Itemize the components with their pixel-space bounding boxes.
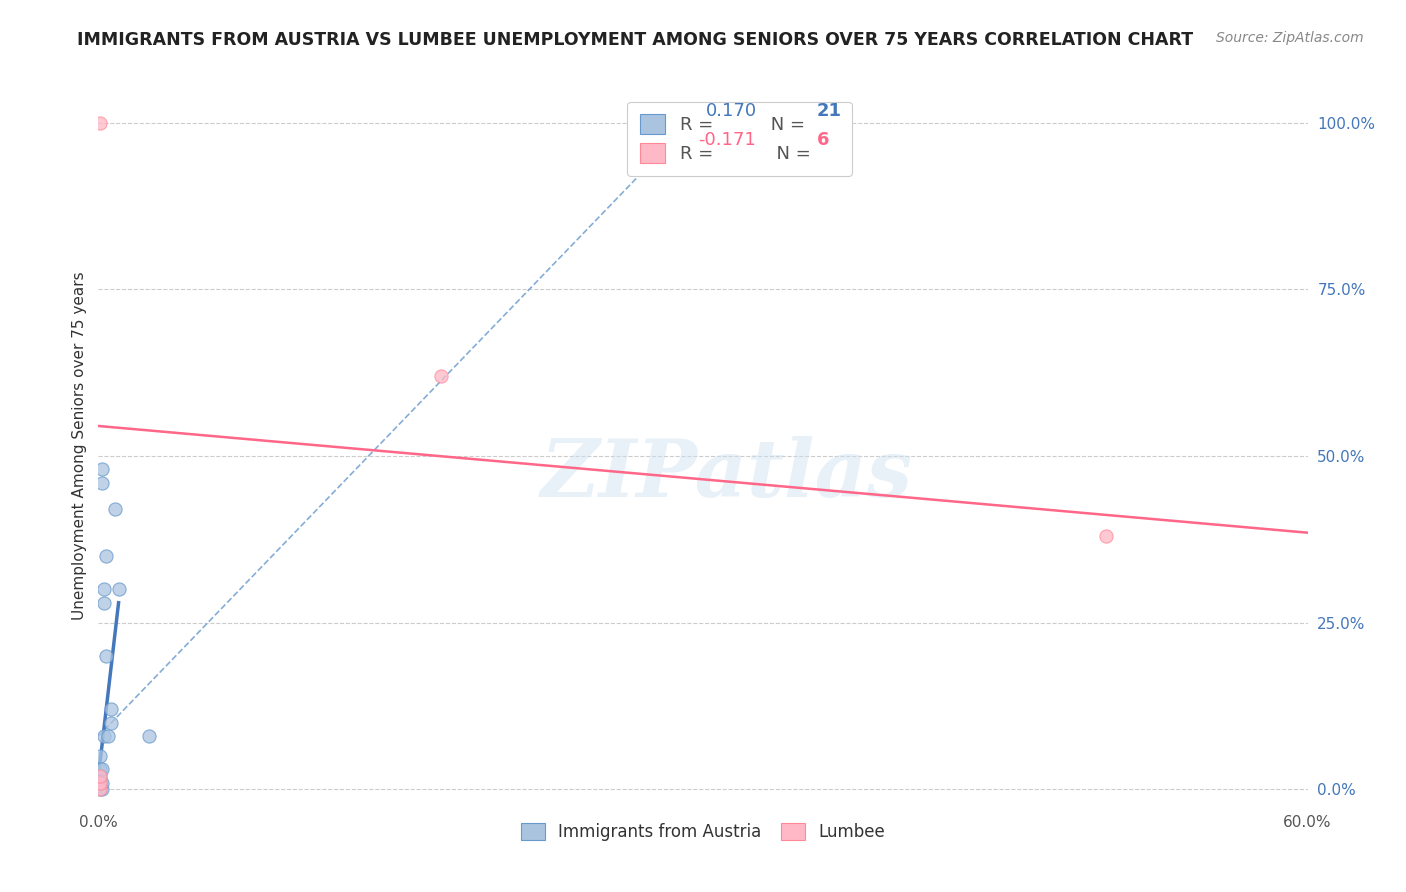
Point: [96, 549, 118, 563]
Point: [96, 649, 118, 664]
Point: [91, 462, 114, 476]
Point: [91, 475, 114, 490]
Point: [89, 769, 111, 783]
Point: [93, 596, 115, 610]
Point: [89, 749, 111, 764]
Point: [93, 729, 115, 743]
Point: [1095, 529, 1118, 543]
Point: [89, 782, 111, 797]
Point: [100, 702, 122, 716]
Point: [97, 729, 120, 743]
Y-axis label: Unemployment Among Seniors over 75 years: Unemployment Among Seniors over 75 years: [72, 272, 87, 620]
Point: [89, 115, 111, 129]
Point: [89, 763, 111, 777]
Text: -0.171: -0.171: [699, 131, 756, 149]
Point: [89, 769, 111, 783]
Point: [103, 502, 125, 516]
Text: 0.170: 0.170: [706, 102, 756, 120]
Point: [100, 715, 122, 730]
Text: 6: 6: [817, 131, 830, 149]
Point: [93, 582, 115, 597]
Legend: Immigrants from Austria, Lumbee: Immigrants from Austria, Lumbee: [515, 816, 891, 848]
Text: 21: 21: [817, 102, 842, 120]
Text: Source: ZipAtlas.com: Source: ZipAtlas.com: [1216, 31, 1364, 45]
Text: IMMIGRANTS FROM AUSTRIA VS LUMBEE UNEMPLOYMENT AMONG SENIORS OVER 75 YEARS CORRE: IMMIGRANTS FROM AUSTRIA VS LUMBEE UNEMPL…: [77, 31, 1194, 49]
Point: [89, 776, 111, 790]
Point: [91, 763, 114, 777]
Point: [138, 729, 160, 743]
Text: ZIPatlas: ZIPatlas: [541, 436, 914, 513]
Point: [91, 776, 114, 790]
Point: [89, 776, 111, 790]
Point: [91, 782, 114, 797]
Point: [107, 582, 129, 597]
Point: [89, 782, 111, 797]
Point: [430, 368, 453, 383]
